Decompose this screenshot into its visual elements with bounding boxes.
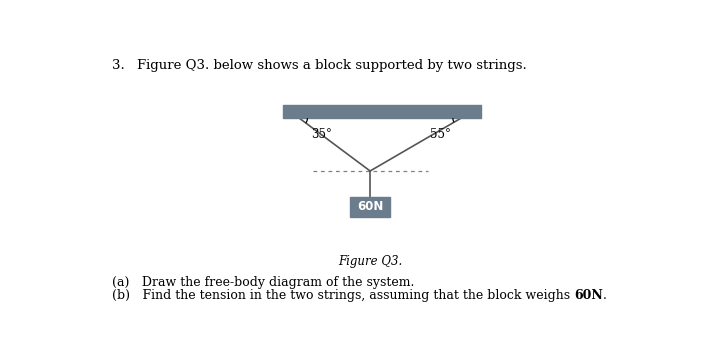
Bar bbox=[282, 105, 481, 118]
Text: .: . bbox=[603, 289, 607, 302]
Text: Figure Q3.: Figure Q3. bbox=[338, 255, 402, 268]
Text: 55°: 55° bbox=[430, 128, 451, 140]
Text: (b) Find the tension in the two strings, assuming that the block weighs: (b) Find the tension in the two strings,… bbox=[112, 289, 575, 302]
Text: Figure Q3. below shows a block supported by two strings.: Figure Q3. below shows a block supported… bbox=[138, 58, 527, 71]
Bar bbox=[350, 197, 390, 217]
Text: 60N: 60N bbox=[357, 200, 383, 213]
Text: 35°: 35° bbox=[312, 128, 333, 140]
Text: (a) Draw the free-body diagram of the system.: (a) Draw the free-body diagram of the sy… bbox=[112, 276, 415, 289]
Text: 60N: 60N bbox=[575, 289, 603, 302]
Text: 3.: 3. bbox=[112, 58, 125, 71]
